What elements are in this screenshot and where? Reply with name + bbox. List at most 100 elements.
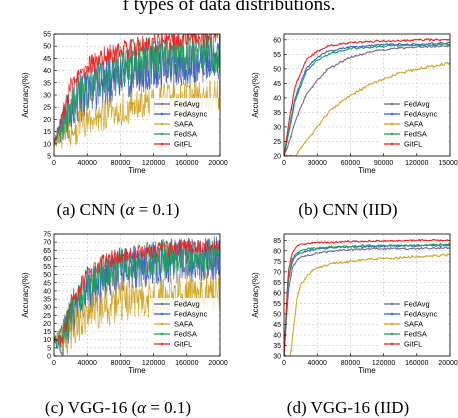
y-tick-label: 45	[43, 56, 51, 63]
series-marker-safa	[396, 257, 399, 260]
legend-marker-fedavg	[160, 302, 164, 306]
legend-label-fedsa: FedSA	[174, 330, 197, 339]
series-marker-fedsa	[361, 46, 364, 49]
legend-label-gitfl: GitFL	[174, 340, 192, 349]
x-tick-label: 160000	[405, 360, 428, 367]
x-tick-label: 150000	[438, 160, 458, 167]
series-group	[54, 34, 220, 149]
y-tick-label: 5	[47, 154, 51, 161]
series-marker-fedsa	[304, 73, 307, 75]
x-axis-label: Time	[128, 166, 146, 175]
series-marker-fedavg	[347, 249, 349, 252]
y-tick-label: 25	[43, 313, 51, 320]
y-tick-label: 35	[43, 297, 51, 304]
series-line-fedsa	[284, 242, 450, 356]
y-tick-label: 10	[43, 141, 51, 148]
legend-marker-gitfl	[390, 142, 394, 146]
series-marker-safa	[375, 258, 378, 261]
legend-marker-fedavg	[390, 302, 394, 306]
series-marker-safa	[382, 78, 385, 81]
y-tick-label: 20	[273, 154, 281, 161]
series-line-gitfl	[54, 34, 220, 144]
series-marker-fedsa	[439, 43, 442, 45]
series-marker-safa	[411, 255, 413, 258]
x-tick-label: 80000	[111, 360, 131, 367]
series-marker-fedavg	[389, 47, 392, 50]
series-marker-fedsa	[411, 244, 413, 247]
y-tick-label: 35	[273, 343, 281, 350]
series-marker-fedasync	[439, 41, 442, 44]
series-marker-gitfl	[347, 42, 349, 45]
series-marker-safa	[311, 269, 314, 272]
legend-label-fedsa: FedSA	[174, 130, 197, 139]
series-marker-safa	[354, 92, 356, 95]
series-marker-gitfl	[325, 46, 328, 48]
series-marker-fedavg	[382, 48, 385, 51]
legend-box	[380, 298, 448, 352]
legend-marker-fedasync	[160, 312, 164, 316]
x-axis-label: Time	[128, 366, 146, 375]
x-tick-label: 160000	[175, 360, 198, 367]
series-marker-fedsa	[290, 120, 292, 123]
caption-d: (d) VGG-16 (IID)	[286, 398, 410, 417]
legend-marker-fedasync	[160, 112, 164, 116]
y-axis-label: Accuracy(%)	[21, 72, 30, 118]
series-marker-fedavg	[311, 86, 314, 88]
legend-marker-safa	[160, 122, 164, 126]
legend-label-gitfl: GitFL	[404, 140, 422, 149]
series-marker-fedsa	[389, 44, 392, 47]
series-marker-gitfl	[368, 239, 371, 242]
y-axis-label: Accuracy(%)	[251, 272, 260, 318]
series-marker-safa	[325, 114, 328, 117]
series-marker-fedsa	[318, 58, 321, 61]
series-marker-fedsa	[318, 246, 321, 249]
series-marker-fedasync	[325, 247, 328, 250]
series-marker-fedasync	[304, 250, 307, 253]
series-marker-fedasync	[318, 55, 321, 58]
series-marker-fedsa	[418, 244, 421, 246]
series-marker-safa	[404, 72, 406, 74]
legend-box	[380, 98, 448, 152]
series-marker-gitfl	[325, 241, 328, 244]
series-marker-gitfl	[411, 39, 413, 42]
series-marker-fedsa	[347, 48, 349, 50]
series-marker-gitfl	[304, 243, 307, 245]
legend-marker-fedasync	[390, 112, 394, 116]
y-tick-label: 55	[273, 52, 281, 59]
y-tick-label: 40	[43, 288, 51, 295]
y-tick-label: 40	[43, 68, 51, 75]
series-marker-fedsa	[382, 46, 385, 48]
series-marker-safa	[432, 66, 435, 68]
x-tick-label: 120000	[142, 160, 165, 167]
series-marker-fedsa	[332, 51, 335, 54]
series-marker-gitfl	[332, 241, 335, 244]
series-marker-fedavg	[290, 135, 292, 138]
y-tick-label: 10	[43, 337, 51, 344]
series-marker-gitfl	[297, 78, 300, 81]
y-tick-label: 65	[273, 280, 281, 287]
series-marker-fedsa	[297, 92, 300, 94]
series-marker-fedasync	[382, 44, 385, 46]
x-axis-label: Time	[358, 166, 376, 175]
legend-label-safa: SAFA	[174, 120, 193, 129]
series-marker-fedavg	[389, 247, 392, 249]
series-marker-gitfl	[382, 240, 385, 242]
legend-marker-fedsa	[160, 132, 164, 136]
series-marker-safa	[347, 261, 349, 264]
series-marker-safa	[368, 258, 371, 260]
x-tick-label: 60000	[341, 160, 361, 167]
series-marker-fedavg	[418, 248, 421, 250]
series-marker-safa	[432, 254, 435, 257]
series-marker-fedavg	[425, 246, 428, 249]
series-marker-fedsa	[340, 50, 342, 52]
legend-marker-safa	[160, 322, 164, 326]
series-marker-safa	[347, 95, 349, 98]
series-marker-fedavg	[425, 45, 428, 48]
legend-label-fedavg: FedAvg	[404, 100, 430, 109]
caption-a: (a) CNN (α = 0.1)	[18, 200, 218, 220]
legend-label-fedavg: FedAvg	[174, 300, 200, 309]
series-marker-gitfl	[389, 40, 392, 43]
y-axis-label: Accuracy(%)	[251, 72, 260, 118]
y-tick-label: 65	[43, 248, 51, 255]
